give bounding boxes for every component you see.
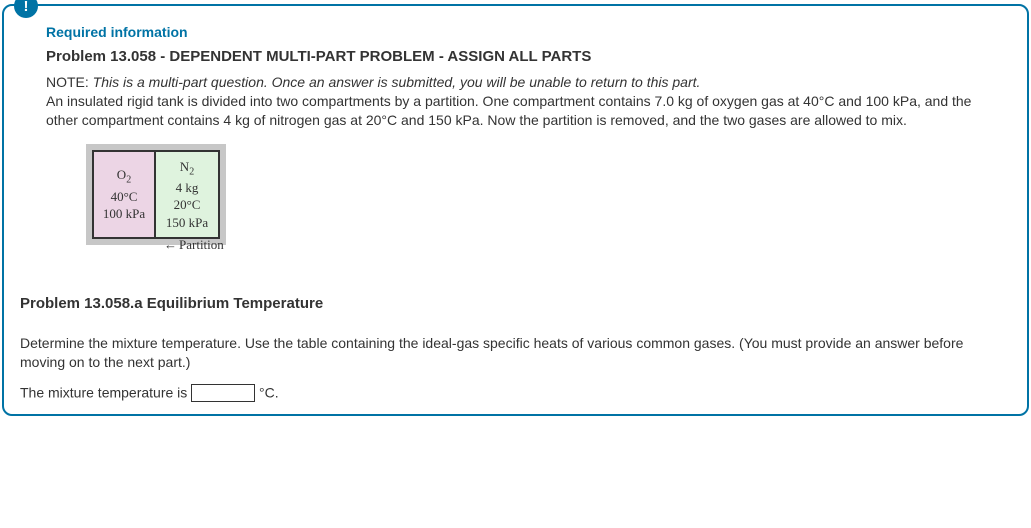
note-italic: This is a multi-part question. Once an a…	[93, 74, 701, 90]
tank-diagram: O2 40°C 100 kPa N2 4 kg 20°C 150 kPa ←Pa…	[86, 144, 226, 246]
diagram: O2 40°C 100 kPa N2 4 kg 20°C 150 kPa ←Pa…	[86, 144, 995, 246]
problem-note: NOTE: This is a multi-part question. Onc…	[46, 73, 995, 130]
o2-pressure: 100 kPa	[96, 205, 152, 223]
question-subtitle: Problem 13.058.a Equilibrium Temperature	[20, 295, 1011, 312]
problem-title: Problem 13.058 - DEPENDENT MULTI-PART PR…	[46, 48, 995, 65]
o2-temp: 40°C	[96, 188, 152, 206]
question-section: Problem 13.058.a Equilibrium Temperature…	[4, 275, 1027, 414]
note-label: NOTE:	[46, 74, 93, 90]
problem-container: ! Required information Problem 13.058 - …	[2, 4, 1029, 416]
required-info-label: Required information	[46, 24, 995, 40]
partition-label: ←Partition	[164, 237, 224, 253]
answer-prefix: The mixture temperature is	[20, 385, 191, 401]
tank: O2 40°C 100 kPa N2 4 kg 20°C 150 kPa	[92, 150, 220, 240]
arrow-left-icon: ←	[164, 237, 177, 253]
question-instruction: Determine the mixture temperature. Use t…	[20, 334, 1011, 372]
n2-mass: 4 kg	[158, 179, 216, 197]
answer-line: The mixture temperature is °C.	[20, 384, 1011, 402]
o2-label: O2	[96, 166, 152, 187]
answer-unit: °C.	[255, 385, 279, 401]
exclamation-icon: !	[24, 0, 29, 15]
n2-pressure: 150 kPa	[158, 214, 216, 232]
required-info-section: Required information Problem 13.058 - DE…	[4, 6, 1027, 275]
n2-temp: 20°C	[158, 196, 216, 214]
n2-label: N2	[158, 158, 216, 179]
answer-input[interactable]	[191, 384, 255, 402]
problem-body: An insulated rigid tank is divided into …	[46, 93, 971, 128]
compartment-oxygen: O2 40°C 100 kPa	[94, 152, 156, 238]
compartment-nitrogen: N2 4 kg 20°C 150 kPa	[156, 152, 218, 238]
